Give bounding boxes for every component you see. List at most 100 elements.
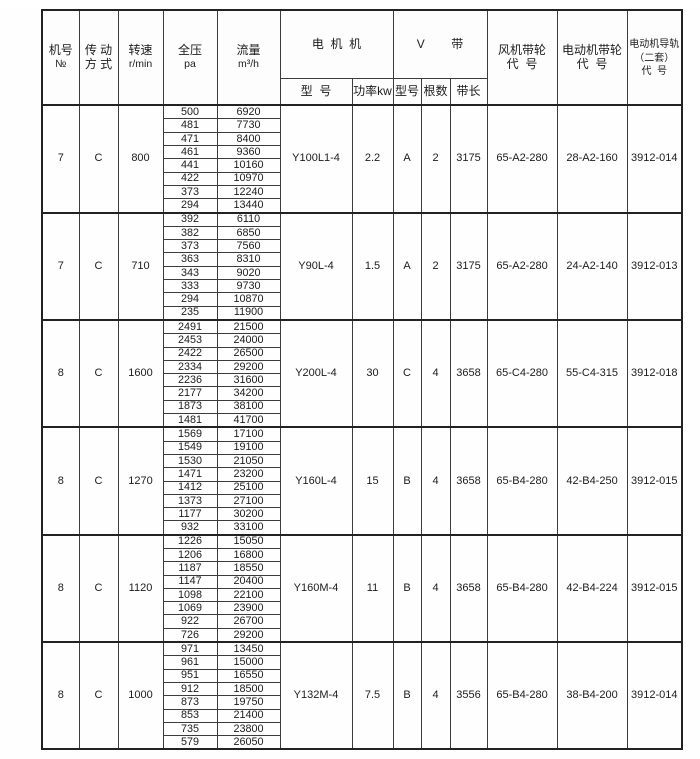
flow-cell: 10870	[216, 292, 281, 307]
table-row: 912 18500	[42, 681, 682, 697]
header-motor-model: 型 号	[279, 78, 353, 106]
vbelt-group-letter: V	[416, 36, 425, 51]
flow-cell: 33100	[216, 520, 281, 536]
flow-cell: 10160	[216, 158, 281, 173]
flow-cell: 7730	[216, 118, 281, 133]
header-motor-pulley: 电动机带轮代 号	[556, 9, 628, 106]
table-row: 422 10970	[42, 171, 682, 186]
fan-pulley-cell: 65-A2-280	[486, 211, 558, 321]
header-pressure: 全压 pa	[162, 9, 218, 106]
motor-power-cell: 30	[351, 318, 394, 428]
table-row: 441 10160	[42, 158, 682, 173]
flow-cell: 29200	[216, 359, 281, 375]
flow-cell: 21500	[216, 318, 281, 335]
table-row: 471 8400	[42, 131, 682, 147]
machine-no-cell: 7	[41, 104, 80, 214]
pressure-cell: 2236	[162, 373, 218, 388]
pressure-cell: 2453	[162, 333, 218, 348]
flow-cell: 26700	[216, 614, 281, 629]
table-row: 873 19750	[42, 695, 682, 710]
table-row: 2453 24000	[42, 333, 682, 348]
pressure-cell: 922	[162, 614, 218, 629]
pressure-cell: 2422	[162, 346, 218, 361]
table-row: 333 9730	[42, 279, 682, 294]
belt-count-cell: 4	[420, 318, 451, 428]
belt-length-cell: 3658	[449, 318, 488, 428]
pressure-cell: 441	[162, 158, 218, 173]
pressure-cell: 2177	[162, 386, 218, 401]
machine-no-cell: 8	[41, 318, 80, 428]
pressure-cell: 235	[162, 305, 218, 321]
flow-cell: 16550	[216, 668, 281, 683]
pressure-cell: 1147	[162, 574, 218, 589]
belt-length-cell: 3175	[449, 104, 488, 214]
motor-model-cell: Y160L-4	[279, 426, 353, 536]
header-motor-power: 功率kw	[351, 78, 394, 106]
fan-pulley-code-label: 代 号	[506, 56, 538, 71]
machine-no-symbol: №	[55, 58, 67, 71]
header-vbelt-model: 型号	[392, 78, 422, 106]
motor-rail-code-label: 代 号	[641, 66, 668, 78]
speed-cell: 1600	[117, 318, 164, 428]
pressure-cell: 873	[162, 695, 218, 710]
belt-count-cell: 4	[420, 641, 451, 750]
table-row: 2177 34200	[42, 386, 682, 401]
pressure-cell: 343	[162, 265, 218, 281]
flow-cell: 20400	[216, 574, 281, 589]
flow-cell: 18500	[216, 681, 281, 697]
flow-cell: 23200	[216, 467, 281, 482]
table-row: 8 C 1000 971 13450 Y132M-4 7.5 B 4 3556 65-B4-280 3…	[41, 641, 683, 750]
flow-cell: 15000	[216, 655, 281, 670]
belt-count-cell: 4	[420, 426, 451, 536]
motor-model-cell: Y200L-4	[279, 318, 353, 428]
table-row: 2236 31600	[42, 373, 682, 388]
motor-pulley-label: 电动机带轮	[562, 43, 623, 58]
flow-cell: 9020	[216, 265, 281, 281]
pressure-cell: 2491	[162, 318, 218, 335]
table-row: 7 C 800 500 6920 Y100L1-4 2.2 A 2 3175 65-A2-280 28…	[41, 104, 683, 214]
belt-count-cell: 4	[420, 533, 451, 643]
pressure-cell: 1873	[162, 399, 218, 415]
spec-table: 机号 № 传 动方 式 转速 r/min 全压 pa 流量 m³/h 电 机 机 V 带…	[41, 9, 684, 751]
belt-type-cell: B	[392, 641, 422, 750]
flow-cell: 9360	[216, 145, 281, 160]
motor-power-cell: 15	[351, 426, 394, 536]
flow-cell: 17100	[216, 426, 281, 442]
table-row: 343 9020	[42, 265, 682, 281]
motor-pulley-cell: 38-B4-200	[556, 641, 628, 750]
speed-cell: 710	[117, 211, 164, 321]
pressure-cell: 1549	[162, 440, 218, 455]
flow-cell: 26500	[216, 346, 281, 361]
header-motor-rail: 电动机导轨 （二套） 代 号	[626, 9, 683, 106]
pressure-cell: 932	[162, 520, 218, 536]
flow-cell: 9730	[216, 279, 281, 294]
machine-no-cell: 8	[41, 641, 80, 750]
motor-rail-label: 电动机导轨	[629, 39, 680, 51]
table-row: 922 26700	[42, 614, 682, 629]
belt-type-cell: A	[392, 211, 422, 321]
table-row: 7 C 710 392 6110 Y90L-4 1.5 A 2 3175 65-A2-280 24-A…	[41, 211, 683, 321]
pressure-cell: 1481	[162, 413, 218, 428]
flow-label: 流量	[236, 43, 261, 57]
pressure-cell: 1569	[162, 426, 218, 442]
fan-pulley-cell: 65-A2-280	[486, 104, 558, 214]
pressure-cell: 471	[162, 131, 218, 147]
table-row: 1530 21050	[42, 453, 682, 469]
table-row: 579 26050	[42, 735, 682, 750]
pressure-cell: 579	[162, 735, 218, 750]
pressure-cell: 500	[162, 104, 218, 120]
pressure-cell: 363	[162, 252, 218, 267]
belt-count-cell: 2	[420, 211, 451, 321]
motor-power-cell: 2.2	[351, 104, 394, 214]
pressure-cell: 382	[162, 225, 218, 241]
vbelt-group-char: 带	[451, 36, 464, 51]
motor-power-cell: 7.5	[351, 641, 394, 750]
flow-cell: 6920	[216, 104, 281, 120]
pressure-cell: 735	[162, 721, 218, 737]
flow-unit: m³/h	[238, 58, 259, 71]
header-flow: 流量 m³/h	[216, 9, 281, 106]
pressure-cell: 481	[162, 118, 218, 133]
speed-cell: 1270	[117, 426, 164, 536]
table-body: 7 C 800 500 6920 Y100L1-4 2.2 A 2 3175 65-A2-280 28…	[41, 104, 683, 750]
table-row: 294 10870	[42, 292, 682, 307]
